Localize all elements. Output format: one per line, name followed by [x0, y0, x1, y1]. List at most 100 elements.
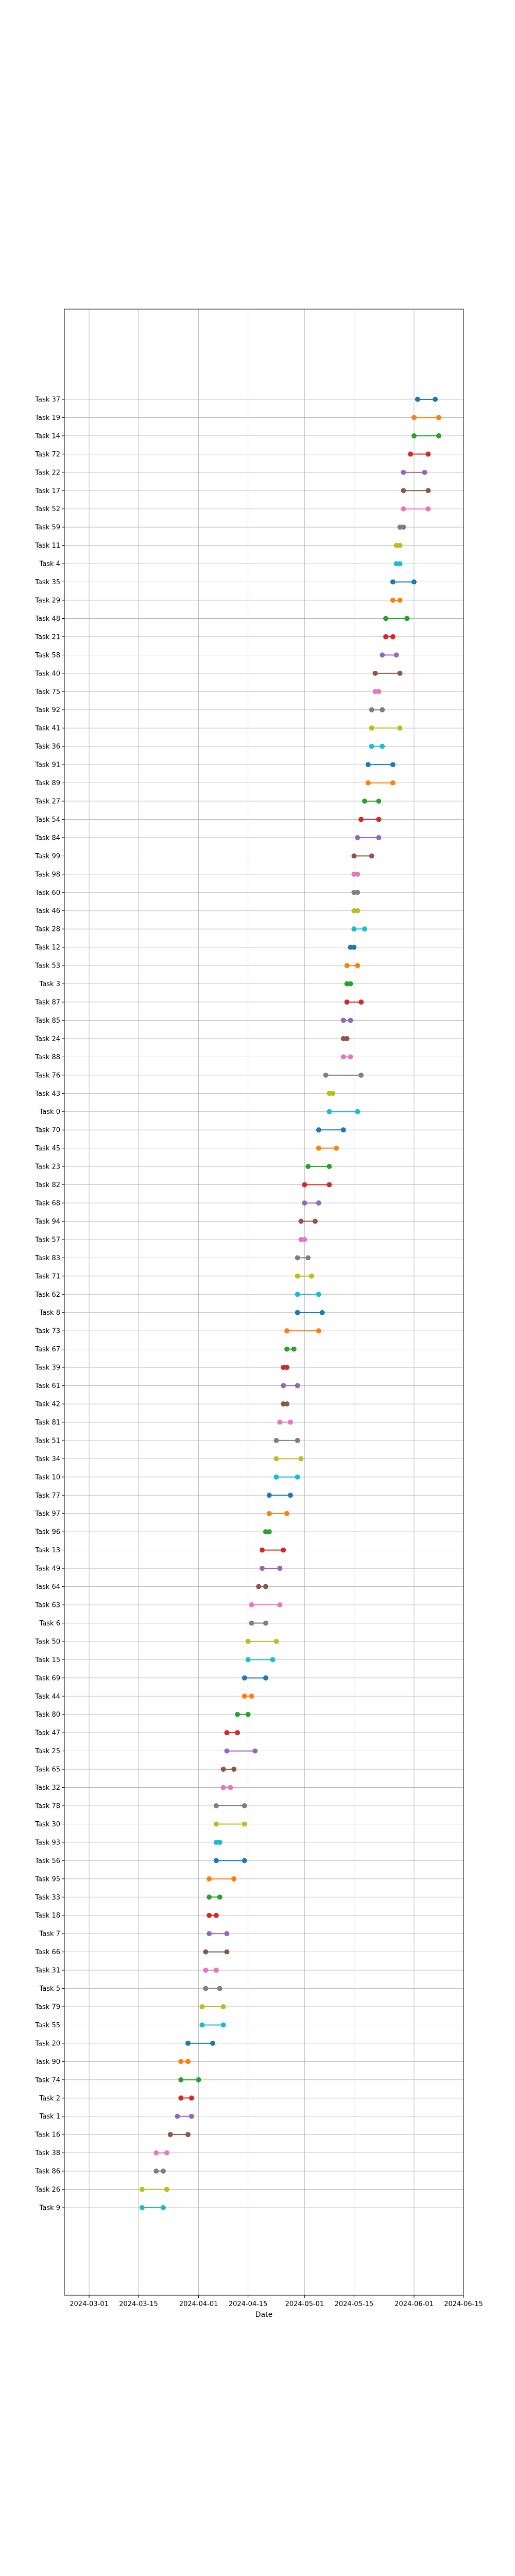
y-tick-label: Task 5: [39, 1985, 60, 1993]
task-end-point: [231, 1767, 237, 1772]
y-tick-label: Task 67: [35, 1346, 60, 1353]
task-start-point: [411, 415, 417, 420]
task-start-point: [393, 561, 399, 567]
task-end-point: [284, 1401, 290, 1406]
task-end-point: [224, 1949, 230, 1955]
task-end-point: [270, 1657, 276, 1663]
task-end-point: [295, 1437, 300, 1443]
y-tick-label: Task 43: [35, 1090, 60, 1098]
task-end-point: [188, 2113, 194, 2119]
task-start-point: [401, 488, 406, 494]
task-end-point: [217, 1894, 222, 1900]
y-tick-label: Task 60: [35, 889, 60, 897]
task-end-point: [273, 1638, 279, 1644]
x-tick-label: 2024-04-15: [229, 2300, 268, 2308]
y-tick-label: Task 29: [35, 597, 60, 605]
task-start-point: [256, 1584, 262, 1589]
task-end-point: [358, 999, 364, 1005]
y-tick-label: Task 22: [35, 469, 60, 477]
task-start-point: [213, 1821, 219, 1827]
y-tick-label: Task 79: [35, 2004, 60, 2011]
y-tick-label: Task 39: [35, 1364, 60, 1372]
task-end-point: [397, 543, 403, 548]
task-end-point: [185, 2059, 191, 2064]
task-end-point: [397, 598, 403, 603]
y-tick-label: Task 30: [35, 1821, 60, 1828]
y-tick-label: Task 49: [35, 1565, 60, 1573]
task-end-point: [217, 1986, 222, 1991]
task-start-point: [340, 1018, 346, 1023]
task-start-point: [362, 799, 367, 804]
task-start-point: [316, 1145, 321, 1151]
task-end-point: [348, 981, 353, 987]
y-tick-label: Task 77: [35, 1492, 60, 1500]
task-start-point: [351, 871, 357, 877]
y-tick-label: Task 25: [35, 1748, 60, 1755]
task-start-point: [340, 1036, 346, 1041]
y-tick-label: Task 64: [35, 1583, 60, 1591]
y-tick-label: Task 75: [35, 688, 60, 696]
task-end-point: [436, 433, 441, 438]
y-tick-label: Task 68: [35, 1200, 60, 1208]
task-start-point: [355, 835, 360, 840]
task-end-point: [291, 1346, 297, 1352]
task-start-point: [207, 1912, 212, 1918]
y-tick-label: Task 55: [35, 2022, 60, 2029]
task-start-point: [249, 1602, 254, 1607]
task-end-point: [302, 1236, 307, 1242]
x-axis-label: Date: [255, 2311, 272, 2319]
task-start-point: [284, 1346, 290, 1352]
task-start-point: [298, 1218, 304, 1224]
y-tick-label: Task 89: [35, 779, 60, 787]
y-tick-label: Task 99: [35, 853, 60, 860]
task-end-point: [425, 488, 431, 494]
y-tick-label: Task 91: [35, 761, 60, 769]
task-start-point: [369, 725, 374, 731]
y-tick-label: Task 88: [35, 1054, 60, 1061]
y-tick-label: Task 8: [39, 1309, 60, 1317]
task-start-point: [220, 1785, 226, 1790]
task-end-point: [188, 2095, 194, 2101]
y-tick-label: Task 97: [35, 1510, 60, 1518]
task-start-point: [266, 1493, 272, 1498]
y-tick-label: Task 62: [35, 1291, 60, 1299]
task-start-point: [281, 1383, 286, 1388]
task-start-point: [175, 2113, 180, 2119]
y-tick-label: Task 21: [35, 633, 60, 641]
y-tick-label: Task 12: [35, 944, 60, 952]
task-start-point: [351, 853, 357, 859]
task-start-point: [316, 1127, 321, 1133]
y-tick-label: Task 40: [35, 670, 60, 677]
task-start-point: [281, 1365, 286, 1370]
task-start-point: [260, 1566, 265, 1571]
task-start-point: [213, 1858, 219, 1863]
task-end-point: [380, 707, 385, 713]
y-tick-label: Task 10: [35, 1473, 60, 1481]
y-tick-label: Task 27: [35, 798, 60, 806]
x-tick-label: 2024-05-01: [285, 2300, 324, 2308]
task-end-point: [305, 1255, 311, 1261]
task-start-point: [249, 1620, 254, 1626]
y-tick-label: Task 24: [35, 1035, 60, 1043]
task-start-point: [207, 1876, 212, 1882]
task-start-point: [369, 743, 374, 749]
y-tick-label: Task 28: [35, 926, 60, 934]
task-end-point: [355, 871, 360, 877]
task-start-point: [139, 2205, 145, 2210]
task-end-point: [376, 799, 382, 804]
task-end-point: [355, 908, 360, 913]
task-start-point: [235, 1711, 241, 1717]
task-start-point: [408, 451, 414, 457]
task-start-point: [295, 1292, 300, 1297]
task-start-point: [397, 524, 403, 530]
y-tick-label: Task 36: [35, 743, 60, 751]
task-start-point: [344, 963, 350, 969]
task-end-point: [316, 1292, 321, 1297]
task-start-point: [224, 1730, 230, 1736]
task-end-point: [295, 1474, 300, 1480]
y-tick-label: Task 15: [35, 1656, 60, 1664]
y-tick-label: Task 19: [35, 414, 60, 422]
task-end-point: [351, 944, 357, 950]
task-start-point: [390, 598, 396, 603]
task-start-point: [207, 1931, 212, 1937]
